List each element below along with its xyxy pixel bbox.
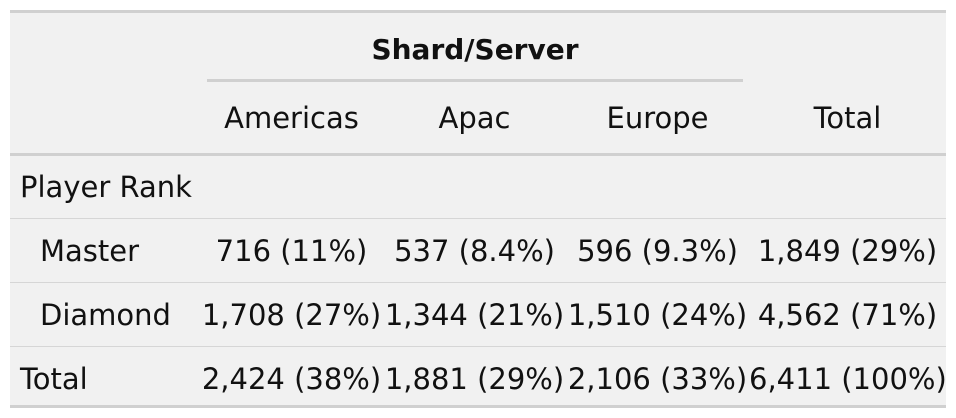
total-cell: 2,106 (33%) (566, 346, 749, 410)
table-cell: 4,562 (71%) (749, 282, 946, 347)
column-header-total: Total (749, 82, 946, 156)
spanner-label: Shard/Server (207, 33, 743, 82)
empty-corner (10, 13, 200, 82)
table-cell: 596 (9.3%) (566, 218, 749, 283)
crosstab-table: Shard/Server Americas Apac Europe Total … (10, 10, 947, 410)
group-label: Player Rank (10, 154, 946, 219)
table-cell: 1,344 (21%) (383, 282, 566, 347)
total-cell: 6,411 (100%) (749, 346, 947, 410)
table-cell: 537 (8.4%) (383, 218, 566, 283)
row-label: Master (10, 218, 200, 283)
table-row: Master 716 (11%) 537 (8.4%) 596 (9.3%) 1… (10, 218, 946, 283)
group-row: Player Rank (10, 154, 946, 219)
table-cell: 1,708 (27%) (200, 282, 383, 347)
total-cell: 2,424 (38%) (200, 346, 383, 410)
column-header-europe: Europe (566, 82, 749, 156)
spanner-header: Shard/Server (200, 13, 749, 82)
summary-table: Shard/Server Americas Apac Europe Total … (10, 13, 947, 410)
total-cell: 1,881 (29%) (383, 346, 566, 410)
column-header-apac: Apac (383, 82, 566, 156)
column-header-row: Americas Apac Europe Total (10, 82, 946, 156)
column-header-americas: Americas (200, 82, 383, 156)
table-cell: 716 (11%) (200, 218, 383, 283)
total-label: Total (10, 346, 200, 410)
empty-stub-header (10, 82, 200, 156)
table-row: Diamond 1,708 (27%) 1,344 (21%) 1,510 (2… (10, 282, 946, 347)
empty-spanner-cell (749, 13, 946, 82)
row-label: Diamond (10, 282, 200, 347)
total-row: Total 2,424 (38%) 1,881 (29%) 2,106 (33%… (10, 346, 947, 410)
table-cell: 1,849 (29%) (749, 218, 946, 283)
table-cell: 1,510 (24%) (566, 282, 749, 347)
spanner-row: Shard/Server (10, 13, 946, 82)
